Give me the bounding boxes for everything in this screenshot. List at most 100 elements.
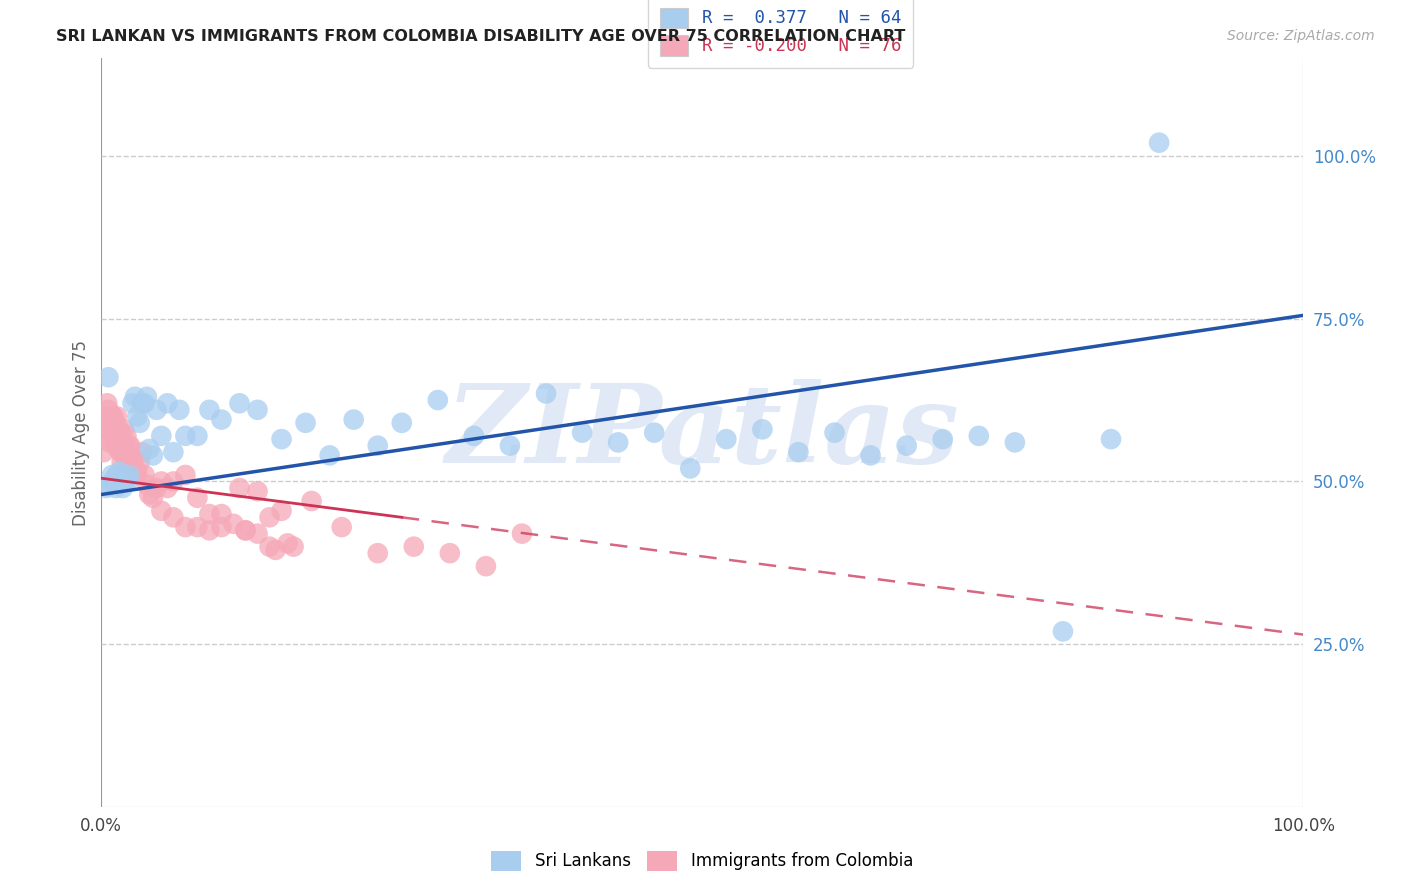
Point: [112, 467, 135, 482]
Point: [111, 481, 134, 495]
Point: [120, 449, 142, 463]
Point: [108, 435, 131, 450]
Point: [96, 396, 118, 410]
Point: [114, 475, 136, 489]
Point: [107, 442, 129, 456]
Point: [110, 425, 132, 440]
Point: [121, 396, 143, 410]
Point: [222, 516, 245, 531]
Point: [100, 416, 122, 430]
Point: [103, 471, 125, 485]
Point: [115, 429, 138, 443]
Point: [134, 467, 156, 482]
Point: [162, 445, 184, 459]
Point: [198, 507, 221, 521]
Point: [128, 416, 150, 430]
Point: [259, 510, 281, 524]
Point: [108, 465, 131, 479]
Point: [145, 402, 167, 417]
Point: [117, 475, 139, 489]
Point: [367, 546, 389, 560]
Point: [859, 449, 882, 463]
Point: [330, 520, 353, 534]
Point: [108, 422, 131, 436]
Point: [499, 439, 522, 453]
Point: [125, 467, 148, 482]
Point: [198, 402, 221, 417]
Point: [111, 475, 134, 489]
Point: [120, 467, 142, 482]
Point: [104, 416, 127, 430]
Point: [787, 445, 810, 459]
Point: [162, 510, 184, 524]
Legend: Sri Lankans, Immigrants from Colombia: Sri Lankans, Immigrants from Colombia: [485, 844, 920, 878]
Point: [145, 481, 167, 495]
Point: [104, 481, 127, 495]
Point: [124, 465, 146, 479]
Point: [110, 471, 132, 485]
Point: [967, 429, 990, 443]
Point: [259, 540, 281, 554]
Point: [98, 477, 121, 491]
Point: [228, 481, 250, 495]
Point: [122, 458, 145, 473]
Point: [283, 540, 305, 554]
Point: [114, 442, 136, 456]
Point: [186, 491, 208, 505]
Point: [931, 432, 953, 446]
Point: [98, 422, 121, 436]
Point: [211, 412, 233, 426]
Point: [111, 445, 134, 459]
Point: [103, 409, 125, 424]
Point: [277, 536, 299, 550]
Point: [679, 461, 702, 475]
Point: [112, 422, 135, 436]
Point: [402, 540, 425, 554]
Point: [294, 416, 316, 430]
Point: [169, 402, 191, 417]
Point: [270, 432, 292, 446]
Text: ZIPatlas: ZIPatlas: [446, 379, 959, 486]
Point: [134, 396, 156, 410]
Point: [228, 396, 250, 410]
Point: [131, 396, 153, 410]
Point: [104, 435, 127, 450]
Point: [105, 422, 128, 436]
Point: [896, 439, 918, 453]
Text: SRI LANKAN VS IMMIGRANTS FROM COLOMBIA DISABILITY AGE OVER 75 CORRELATION CHART: SRI LANKAN VS IMMIGRANTS FROM COLOMBIA D…: [56, 29, 905, 44]
Text: Source: ZipAtlas.com: Source: ZipAtlas.com: [1227, 29, 1375, 43]
Point: [235, 524, 257, 538]
Point: [94, 429, 117, 443]
Point: [97, 370, 120, 384]
Point: [301, 494, 323, 508]
Point: [111, 455, 134, 469]
Point: [198, 524, 221, 538]
Point: [117, 445, 139, 459]
Point: [103, 475, 125, 489]
Point: [367, 439, 389, 453]
Point: [138, 442, 160, 456]
Y-axis label: Disability Age Over 75: Disability Age Over 75: [72, 340, 90, 525]
Point: [186, 520, 208, 534]
Point: [118, 439, 141, 453]
Point: [174, 520, 197, 534]
Point: [475, 559, 498, 574]
Point: [127, 465, 149, 479]
Point: [107, 475, 129, 489]
Point: [94, 409, 117, 424]
Point: [235, 524, 257, 538]
Point: [101, 467, 124, 482]
Point: [135, 477, 157, 491]
Point: [246, 402, 269, 417]
Point: [174, 429, 197, 443]
Point: [156, 396, 179, 410]
Point: [824, 425, 846, 440]
Point: [94, 481, 117, 495]
Point: [391, 416, 413, 430]
Point: [463, 429, 485, 443]
Point: [98, 435, 121, 450]
Point: [103, 429, 125, 443]
Point: [138, 487, 160, 501]
Point: [93, 445, 115, 459]
Point: [571, 425, 593, 440]
